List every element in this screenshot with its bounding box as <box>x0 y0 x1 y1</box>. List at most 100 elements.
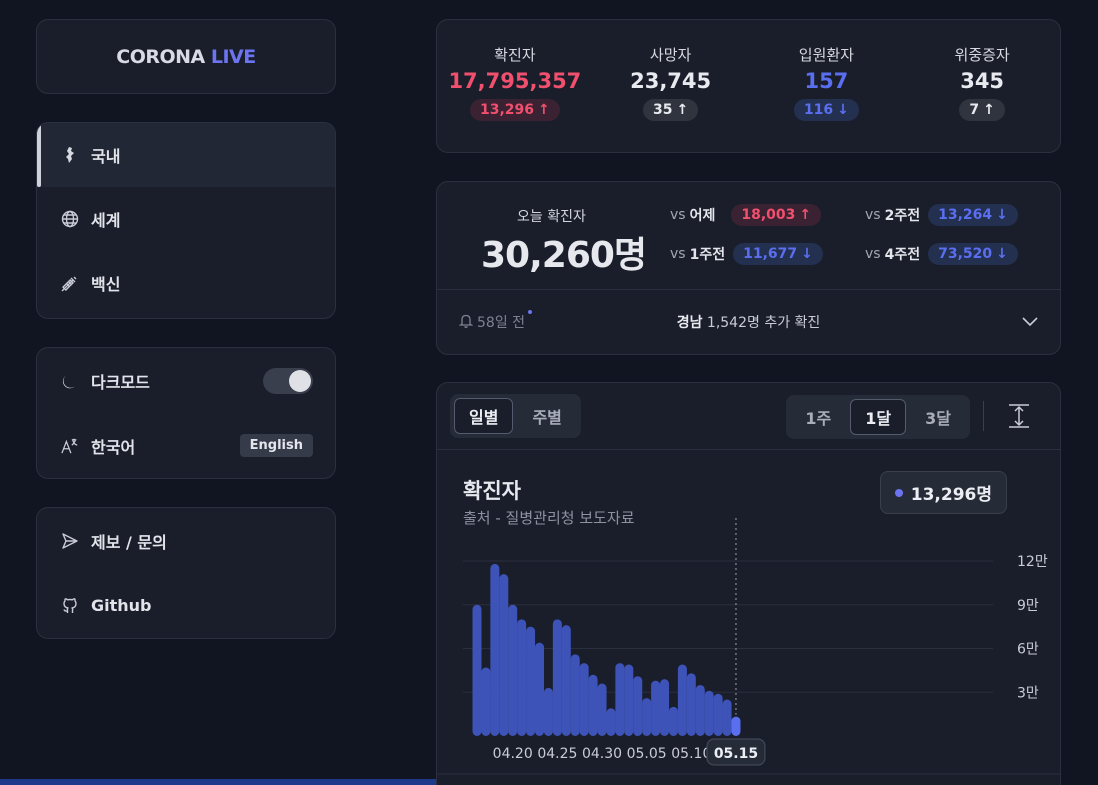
bar[interactable] <box>686 673 696 736</box>
news-ticker[interactable]: 58일 전 경남 1,542명 추가 확진 <box>437 290 1060 354</box>
nav-item-domestic[interactable]: 국내 <box>37 123 335 187</box>
english-button[interactable]: English <box>239 434 313 457</box>
tab-3months[interactable]: 3달 <box>925 409 951 428</box>
arrow-up-icon: ↑ <box>676 102 689 118</box>
nav-card: 국내 세계 백신 <box>36 122 336 319</box>
bar[interactable] <box>713 693 723 736</box>
bar[interactable] <box>624 664 634 736</box>
bar[interactable] <box>695 684 705 736</box>
bottom-accent-strip <box>0 779 436 785</box>
expand-vertical-icon[interactable] <box>1008 404 1030 432</box>
arrow-up-icon: ↑ <box>983 102 995 118</box>
report-link[interactable]: 제보 / 문의 <box>37 508 335 573</box>
bar[interactable] <box>490 563 500 736</box>
site-logo[interactable]: CORONA LIVE <box>116 45 256 68</box>
delta-value: 13,296 <box>479 102 535 118</box>
compare-prefix: vs <box>865 246 881 262</box>
compare-value: 13,264 <box>938 207 993 223</box>
arrow-up-icon: ↑ <box>799 207 812 223</box>
bar[interactable] <box>606 708 616 736</box>
arrow-up-icon: ↑ <box>538 102 550 118</box>
news-body: 1,542명 추가 확진 <box>706 315 821 331</box>
stat-critical: 위중증자 345 7 ↑ <box>904 44 1060 152</box>
tab-weekly[interactable]: 주별 <box>532 408 562 427</box>
bar[interactable] <box>660 679 670 736</box>
bar[interactable] <box>481 667 491 736</box>
github-icon <box>61 597 79 615</box>
darkmode-toggle[interactable] <box>263 367 313 394</box>
bar[interactable] <box>552 619 562 736</box>
stat-value: 17,795,357 <box>448 69 582 93</box>
arrow-down-icon: ↓ <box>996 246 1008 262</box>
compare-value: 18,003 <box>741 207 796 223</box>
y-tick-label: 12만 <box>1017 554 1048 570</box>
nav-item-vaccine[interactable]: 백신 <box>37 251 335 315</box>
news-ago: 58일 전 <box>477 315 526 331</box>
period-selector: 일별 주별 <box>450 394 581 438</box>
bar[interactable] <box>543 687 553 736</box>
tab-1month[interactable]: 1달 <box>850 399 907 435</box>
bar[interactable] <box>731 716 741 736</box>
bar[interactable] <box>588 674 598 736</box>
github-label: Github <box>91 596 152 615</box>
links-card: 제보 / 문의 Github <box>36 507 336 639</box>
moon-icon <box>61 372 79 390</box>
korea-map-icon <box>61 146 79 164</box>
bar[interactable] <box>642 698 652 736</box>
settings-card: 다크모드 한국어 English <box>36 347 336 479</box>
stat-delta: 116 ↓ <box>793 99 859 121</box>
bar[interactable] <box>508 604 518 736</box>
bar[interactable] <box>615 663 625 736</box>
bar[interactable] <box>535 642 545 736</box>
y-tick-label: 6만 <box>1017 642 1039 658</box>
bar[interactable] <box>579 663 589 736</box>
bar[interactable] <box>722 699 732 736</box>
chevron-down-icon[interactable] <box>1022 312 1038 331</box>
delta-value: 7 <box>969 102 980 118</box>
tab-daily[interactable]: 일별 <box>454 398 514 434</box>
translate-icon <box>61 437 79 455</box>
darkmode-row[interactable]: 다크모드 <box>37 348 335 413</box>
today-summary: 오늘 확진자 30,260명 vs 어제 18,003 ↑ vs 2주전 13,264… <box>437 182 1060 290</box>
x-tick-label: 04.25 <box>537 746 577 762</box>
chart-card: 일별 주별 1주 1달 3달 확진자 출처 - 질병관리청 보도자료 3만 6만 9… <box>436 382 1061 785</box>
bar[interactable] <box>561 625 571 736</box>
tab-1week[interactable]: 1주 <box>805 409 832 428</box>
arrow-down-icon: ↓ <box>996 207 1008 223</box>
bar[interactable] <box>677 664 687 736</box>
logo-card[interactable]: CORONA LIVE <box>36 19 336 94</box>
darkmode-label: 다크모드 <box>91 372 150 392</box>
bar[interactable] <box>472 604 482 736</box>
compare-prefix: vs <box>865 207 881 223</box>
bar[interactable] <box>526 626 536 736</box>
bar[interactable] <box>597 683 607 737</box>
bar[interactable] <box>570 654 580 736</box>
github-link[interactable]: Github <box>37 573 335 638</box>
x-tick-label: 04.20 <box>493 746 533 762</box>
x-tick-highlight-badge <box>706 738 766 766</box>
logo-part-2: LIVE <box>210 45 256 68</box>
compare-value: 11,677 <box>743 246 798 262</box>
chart-subtitle: 출처 - 질병관리청 보도자료 <box>463 509 635 527</box>
language-row[interactable]: 한국어 English <box>37 413 335 478</box>
today-unit: 명 <box>613 235 647 276</box>
syringe-icon <box>61 274 79 292</box>
bar[interactable] <box>651 680 661 736</box>
bell-icon <box>458 313 474 332</box>
bar[interactable] <box>499 574 509 736</box>
stat-delta: 35 ↑ <box>643 99 699 121</box>
chart-title: 확진자 <box>463 479 521 503</box>
bar[interactable] <box>633 676 643 736</box>
logo-part-1: CORONA <box>116 45 205 68</box>
arrow-down-icon: ↓ <box>837 102 849 118</box>
stat-delta: 7 ↑ <box>959 99 1005 121</box>
bar[interactable] <box>668 706 678 736</box>
news-region: 경남 <box>676 315 703 331</box>
bar[interactable] <box>517 619 527 736</box>
compare-name: 2주전 <box>884 208 921 224</box>
nav-item-world[interactable]: 세계 <box>37 187 335 251</box>
delta-value: 116 <box>803 102 834 118</box>
series-dot <box>894 488 903 497</box>
bar[interactable] <box>704 690 714 736</box>
report-label: 제보 / 문의 <box>91 532 167 552</box>
